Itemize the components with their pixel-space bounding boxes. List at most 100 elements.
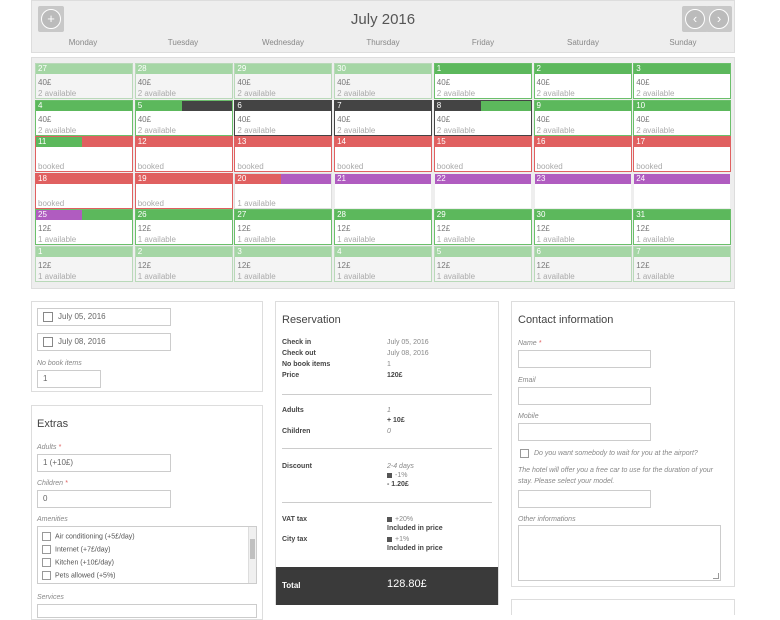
calendar-day-cell[interactable]: 7 12£ 1 available <box>633 245 732 282</box>
calendar-day-cell[interactable]: 28 40£ 2 available <box>134 63 233 99</box>
calendar-day-cell[interactable]: 5 40£ 2 available <box>134 99 233 136</box>
calendar-day-cell[interactable]: 6 12£ 1 available <box>533 245 632 282</box>
calendar-day-cell[interactable]: 21 <box>334 172 433 209</box>
calendar-day-cell[interactable]: 15 booked <box>433 136 532 172</box>
calendar-day-cell[interactable]: 20 1 available <box>234 172 333 209</box>
checkbox[interactable] <box>42 545 51 554</box>
calendar-day-cell[interactable]: 1 12£ 1 available <box>35 245 133 282</box>
day-availability: 1 available <box>636 235 675 244</box>
calendar-day-cell[interactable]: 3 40£ 2 available <box>633 63 732 99</box>
checkbox[interactable] <box>42 558 51 567</box>
check-out-label: Check out <box>282 350 316 357</box>
calendar-day-cell[interactable]: 16 booked <box>533 136 632 172</box>
calendar-day-cell[interactable]: 6 40£ 2 available <box>234 99 333 136</box>
children-select[interactable]: 0 <box>37 490 171 508</box>
mobile-input[interactable] <box>518 423 651 441</box>
chevron-right-icon: › <box>709 9 729 29</box>
checkbox[interactable] <box>42 532 51 541</box>
day-number: 1 <box>436 64 442 73</box>
calendar-day-cell[interactable]: 26 12£ 1 available <box>134 209 233 245</box>
prev-month-button[interactable]: ‹ <box>682 6 708 32</box>
calendar-day-cell[interactable]: 27 12£ 1 available <box>234 209 333 245</box>
calendar-day-cell[interactable]: 2 12£ 1 available <box>134 245 233 282</box>
calendar-day-cell[interactable]: 23 <box>533 172 632 209</box>
children-label: Children <box>282 428 311 435</box>
calendar-day-cell[interactable]: 25 12£ 1 available <box>35 209 133 245</box>
amenities-scrollbar[interactable] <box>248 527 256 583</box>
calendar-day-cell[interactable]: 17 booked <box>633 136 732 172</box>
day-status-bar <box>235 173 332 184</box>
day-status-bar <box>335 64 432 74</box>
calendar-day-cell[interactable]: 11 booked <box>35 136 133 172</box>
day-number: 9 <box>536 100 541 110</box>
car-model-select[interactable] <box>518 490 651 508</box>
vat-note: Included in price <box>387 525 443 532</box>
calendar-day-cell[interactable]: 3 12£ 1 available <box>234 245 333 282</box>
calendar-day-cell[interactable]: 27 40£ 2 available <box>35 63 133 99</box>
day-status-bar <box>335 246 432 257</box>
day-status-bar <box>434 100 531 111</box>
check-in-label: Check in <box>282 339 312 346</box>
email-input[interactable] <box>518 387 651 405</box>
no-book-items-input[interactable]: 1 <box>37 370 101 388</box>
check-out-field[interactable]: July 08, 2016 <box>37 333 171 351</box>
calendar-day-cell[interactable]: 10 40£ 2 available <box>633 99 732 136</box>
day-price: 12£ <box>536 224 550 233</box>
other-info-textarea[interactable] <box>518 525 721 581</box>
day-status-bar <box>135 137 232 147</box>
price-label: Price <box>282 372 300 379</box>
day-number: 2 <box>536 64 541 73</box>
add-button[interactable]: + <box>38 6 64 32</box>
airport-checkbox[interactable] <box>520 449 529 458</box>
name-input[interactable] <box>518 350 651 368</box>
calendar-day-cell[interactable]: 8 40£ 2 available <box>433 99 532 136</box>
calendar-day-cell[interactable]: 7 40£ 2 available <box>334 99 433 136</box>
day-availability: 2 available <box>237 125 276 135</box>
calendar-day-cell[interactable]: 4 40£ 2 available <box>35 99 133 136</box>
calendar-day-cell[interactable]: 18 booked <box>35 172 133 209</box>
calendar-day-cell[interactable]: 14 booked <box>334 136 433 172</box>
day-availability: 1 available <box>237 198 276 208</box>
day-availability: 1 available <box>38 235 77 244</box>
calendar-day-cell[interactable]: 30 40£ 2 available <box>334 63 433 99</box>
amenity-item[interactable]: Kitchen (+10£/day) <box>42 558 114 567</box>
calendar-day-cell[interactable]: 2 40£ 2 available <box>533 63 632 99</box>
calendar-day-cell[interactable]: 31 12£ 1 available <box>633 209 732 245</box>
children-value: 0 <box>387 428 391 435</box>
day-number: 2 <box>137 246 143 256</box>
day-status-bar <box>36 246 132 257</box>
amenity-item[interactable]: Internet (+7£/day) <box>42 545 110 554</box>
day-status-bar <box>36 173 132 184</box>
calendar-day-cell[interactable]: 13 booked <box>234 136 333 172</box>
day-price: 40£ <box>237 78 251 87</box>
discount-range: 2-4 days <box>387 463 414 470</box>
day-availability: 1 available <box>337 271 376 281</box>
amenities-list[interactable]: Air conditioning (+5£/day) Internet (+7£… <box>37 526 257 584</box>
amenity-item[interactable]: Pets allowed (+5%) <box>42 571 116 580</box>
day-price: 40£ <box>237 114 251 124</box>
amenity-item[interactable]: Air conditioning (+5£/day) <box>42 532 135 541</box>
calendar-day-cell[interactable]: 22 <box>433 172 532 209</box>
calendar-day-cell[interactable]: 24 <box>633 172 732 209</box>
calendar-day-cell[interactable]: 29 12£ 1 available <box>433 209 532 245</box>
calendar-day-cell[interactable]: 19 booked <box>134 172 233 209</box>
day-status-bar <box>634 64 731 74</box>
checkbox[interactable] <box>42 571 51 580</box>
day-availability: 1 available <box>337 235 376 244</box>
services-list[interactable] <box>37 604 257 618</box>
calendar-day-cell[interactable]: 29 40£ 2 available <box>234 63 333 99</box>
day-price: 12£ <box>38 260 52 270</box>
calendar-day-cell[interactable]: 28 12£ 1 available <box>334 209 433 245</box>
calendar-day-cell[interactable]: 30 12£ 1 available <box>533 209 632 245</box>
calendar-day-cell[interactable]: 9 40£ 2 available <box>533 99 632 136</box>
check-in-field[interactable]: July 05, 2016 <box>37 308 171 326</box>
calendar-day-cell[interactable]: 5 12£ 1 available <box>433 245 532 282</box>
calendar-day-cell[interactable]: 4 12£ 1 available <box>334 245 433 282</box>
day-availability: 2 available <box>337 125 376 135</box>
calendar-day-cell[interactable]: 12 booked <box>134 136 233 172</box>
next-month-button[interactable]: › <box>706 6 732 32</box>
calendar-day-cell[interactable]: 1 40£ 2 available <box>433 63 532 99</box>
adults-select[interactable]: 1 (+10£) <box>37 454 171 472</box>
resize-handle-icon[interactable] <box>713 573 719 579</box>
day-availability: 1 available <box>436 271 476 281</box>
